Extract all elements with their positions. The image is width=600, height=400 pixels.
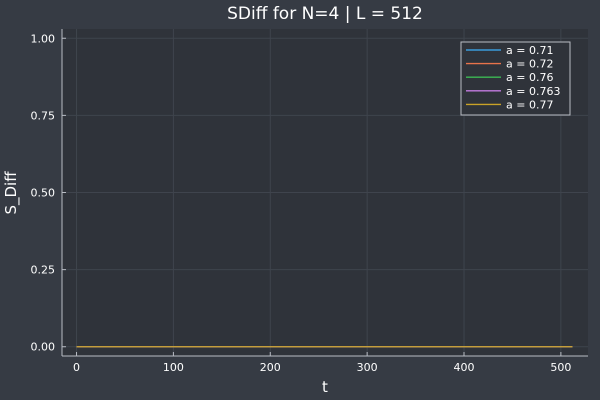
- y-tick-label: 0.50: [31, 187, 56, 200]
- x-axis-label: t: [322, 378, 328, 396]
- y-tick-label: 0.75: [31, 109, 56, 122]
- legend-label: a = 0.763: [506, 85, 560, 98]
- x-tick-label: 100: [163, 361, 184, 374]
- y-tick-label: 0.25: [31, 264, 56, 277]
- legend-label: a = 0.76: [506, 71, 553, 84]
- legend-label: a = 0.77: [506, 98, 553, 111]
- chart-title: SDiff for N=4 | L = 512: [227, 4, 423, 24]
- axes: 0 100 200 300 400 500 0.00 0.25 0.50 0.75 1.00: [31, 29, 588, 374]
- x-tick-label: 0: [73, 361, 80, 374]
- x-tick-label: 500: [550, 361, 571, 374]
- x-tick-label: 300: [357, 361, 378, 374]
- x-tick-label: 200: [260, 361, 281, 374]
- legend-box: [460, 41, 571, 116]
- y-tick-label: 0.00: [31, 341, 56, 354]
- legend-label: a = 0.71: [506, 44, 553, 57]
- legend-label: a = 0.72: [506, 58, 553, 71]
- y-axis-label: S_Diff: [2, 171, 21, 215]
- y-tick-label: 1.00: [31, 32, 56, 45]
- x-tick-label: 400: [454, 361, 475, 374]
